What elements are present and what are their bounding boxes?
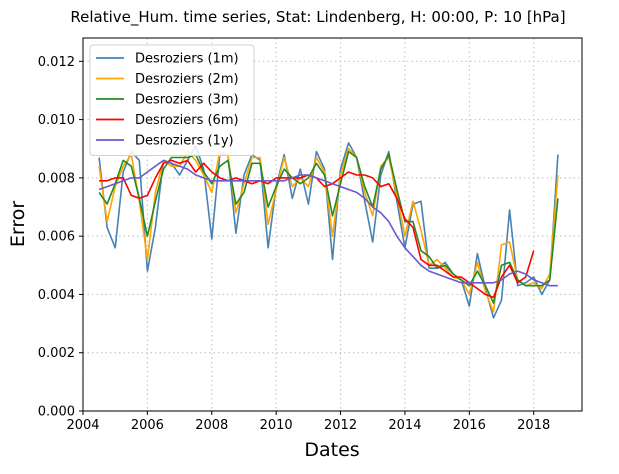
y-tick-label: 0.002: [38, 346, 75, 361]
x-tick-label: 2018: [517, 418, 550, 433]
y-tick-label: 0.000: [38, 405, 75, 420]
series-line-1: [98, 142, 559, 319]
x-tick-label: 2014: [388, 418, 421, 433]
y-tick-label: 0.006: [38, 230, 75, 245]
legend-label-2: Desroziers (2m): [135, 72, 239, 87]
series-lines: [98, 142, 559, 319]
legend-label-1: Desroziers (1m): [135, 52, 239, 67]
legend-label-5: Desroziers (1y): [135, 134, 234, 149]
x-tick-label: 2016: [453, 418, 486, 433]
x-tick-label: 2010: [260, 418, 293, 433]
x-tick-label: 2004: [66, 418, 99, 433]
chart-title: Relative_Hum. time series, Stat: Lindenb…: [70, 8, 565, 27]
y-tick-label: 0.004: [38, 288, 75, 303]
plot-area-frame: [82, 37, 583, 412]
y-axis: 0.000 0.002 0.004 0.006 0.008 0.010 0.012: [38, 55, 83, 420]
x-tick-label: 2006: [131, 418, 164, 433]
legend: Desroziers (1m) Desroziers (2m) Desroziers…: [89, 44, 255, 156]
series-line-5: [98, 159, 558, 287]
y-tick-label: 0.010: [38, 113, 75, 128]
legend-label-4: Desroziers (6m): [135, 113, 239, 128]
legend-box: [89, 44, 255, 156]
x-axis-title: Dates: [304, 439, 359, 461]
x-axis: 2004 2006 2008 2010 2012 2014 2016 2018: [66, 411, 550, 433]
legend-label-3: Desroziers (3m): [135, 93, 239, 108]
series-line-3: [98, 150, 559, 305]
y-tick-label: 0.008: [38, 171, 75, 186]
y-tick-label: 0.012: [38, 55, 75, 70]
y-axis-title: Error: [7, 201, 29, 248]
x-tick-label: 2008: [195, 418, 228, 433]
series-line-4: [99, 159, 535, 299]
x-tick-label: 2012: [324, 418, 357, 433]
series-line-2: [98, 147, 559, 313]
